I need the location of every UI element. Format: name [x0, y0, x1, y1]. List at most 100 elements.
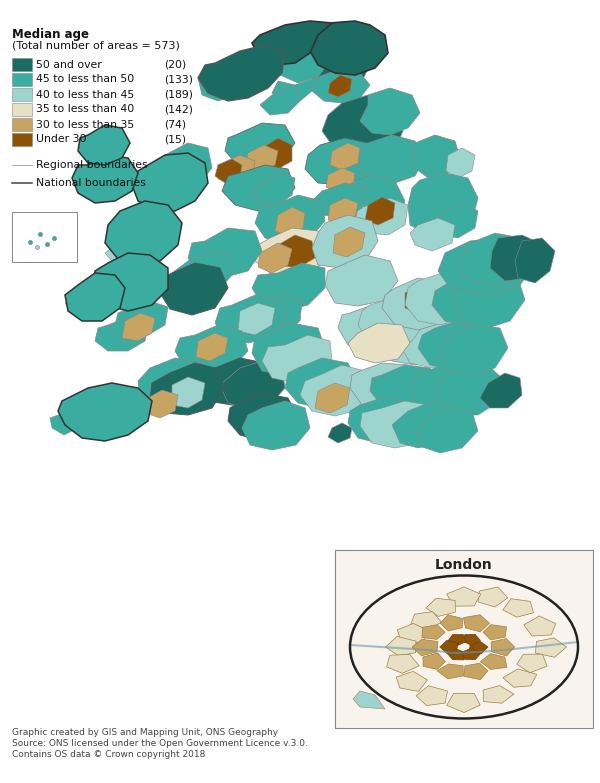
Polygon shape — [405, 285, 435, 313]
Polygon shape — [145, 390, 178, 418]
Polygon shape — [260, 85, 300, 115]
Polygon shape — [105, 201, 182, 265]
Polygon shape — [95, 317, 148, 351]
Text: London: London — [435, 558, 493, 572]
Polygon shape — [188, 228, 262, 278]
Polygon shape — [325, 255, 398, 306]
Polygon shape — [470, 641, 488, 654]
Bar — [12, 58, 32, 71]
Text: 35 to less than 40: 35 to less than 40 — [36, 104, 134, 114]
Polygon shape — [152, 143, 212, 191]
Polygon shape — [105, 235, 155, 268]
Polygon shape — [330, 143, 360, 170]
Polygon shape — [380, 315, 448, 365]
Polygon shape — [82, 165, 128, 195]
Polygon shape — [458, 233, 535, 285]
Polygon shape — [306, 45, 370, 87]
Polygon shape — [118, 215, 175, 253]
Polygon shape — [338, 305, 408, 351]
Bar — [12, 118, 32, 131]
Polygon shape — [435, 203, 478, 238]
Polygon shape — [410, 363, 485, 413]
Text: 50 and over: 50 and over — [36, 60, 102, 70]
Bar — [12, 133, 32, 146]
Polygon shape — [408, 173, 478, 235]
Polygon shape — [300, 365, 372, 416]
Polygon shape — [198, 45, 285, 101]
Polygon shape — [348, 398, 415, 443]
Polygon shape — [70, 383, 140, 431]
Polygon shape — [72, 155, 138, 203]
Polygon shape — [246, 145, 278, 171]
Bar — [12, 212, 77, 262]
Polygon shape — [480, 654, 507, 669]
Polygon shape — [386, 637, 416, 655]
Text: (74): (74) — [164, 120, 186, 129]
Polygon shape — [515, 238, 555, 283]
Polygon shape — [172, 377, 205, 408]
Polygon shape — [355, 198, 408, 235]
Polygon shape — [462, 648, 481, 659]
Polygon shape — [503, 669, 537, 687]
Polygon shape — [491, 639, 515, 656]
Polygon shape — [322, 95, 408, 151]
Polygon shape — [132, 153, 208, 211]
Polygon shape — [382, 278, 455, 330]
Polygon shape — [370, 365, 440, 410]
Polygon shape — [315, 383, 350, 413]
Polygon shape — [268, 235, 315, 268]
Polygon shape — [175, 325, 248, 373]
Polygon shape — [305, 138, 378, 185]
Polygon shape — [328, 423, 352, 443]
Polygon shape — [312, 215, 378, 268]
Polygon shape — [272, 77, 318, 103]
Polygon shape — [328, 198, 358, 225]
Polygon shape — [255, 228, 328, 275]
Text: 40 to less than 45: 40 to less than 45 — [36, 89, 134, 99]
Polygon shape — [365, 197, 395, 225]
Bar — [12, 73, 32, 86]
Polygon shape — [448, 634, 466, 646]
Polygon shape — [255, 195, 325, 243]
Polygon shape — [262, 138, 292, 169]
Text: Isles of
Scilly: Isles of Scilly — [12, 228, 46, 251]
Text: (20): (20) — [164, 60, 186, 70]
Polygon shape — [483, 625, 506, 640]
Polygon shape — [242, 401, 310, 450]
Polygon shape — [198, 358, 272, 405]
Polygon shape — [400, 318, 468, 368]
Polygon shape — [446, 693, 480, 713]
Polygon shape — [58, 383, 152, 441]
Text: 45 to less than 50: 45 to less than 50 — [36, 74, 134, 85]
Polygon shape — [437, 664, 463, 679]
Polygon shape — [252, 21, 332, 65]
Polygon shape — [215, 159, 242, 183]
Polygon shape — [440, 615, 463, 631]
Text: Regional boundaries: Regional boundaries — [36, 160, 148, 169]
Polygon shape — [92, 253, 168, 311]
Polygon shape — [218, 155, 255, 185]
Text: (15): (15) — [164, 135, 186, 145]
Polygon shape — [440, 640, 458, 653]
Polygon shape — [350, 363, 420, 408]
Polygon shape — [535, 638, 566, 657]
Polygon shape — [353, 691, 385, 709]
Polygon shape — [50, 408, 82, 435]
Polygon shape — [348, 323, 410, 363]
Polygon shape — [235, 295, 302, 338]
Polygon shape — [172, 251, 232, 295]
Polygon shape — [392, 403, 458, 448]
Polygon shape — [410, 612, 442, 630]
Polygon shape — [138, 173, 182, 205]
Polygon shape — [225, 123, 295, 168]
Polygon shape — [478, 587, 508, 607]
Polygon shape — [88, 387, 130, 420]
Polygon shape — [416, 408, 478, 453]
Text: (Total number of areas = 573): (Total number of areas = 573) — [12, 41, 180, 51]
Polygon shape — [503, 599, 533, 617]
Polygon shape — [416, 686, 448, 705]
Text: 30 to less than 35: 30 to less than 35 — [36, 120, 134, 129]
Polygon shape — [115, 301, 168, 335]
Text: (142): (142) — [164, 104, 193, 114]
Polygon shape — [326, 168, 355, 193]
